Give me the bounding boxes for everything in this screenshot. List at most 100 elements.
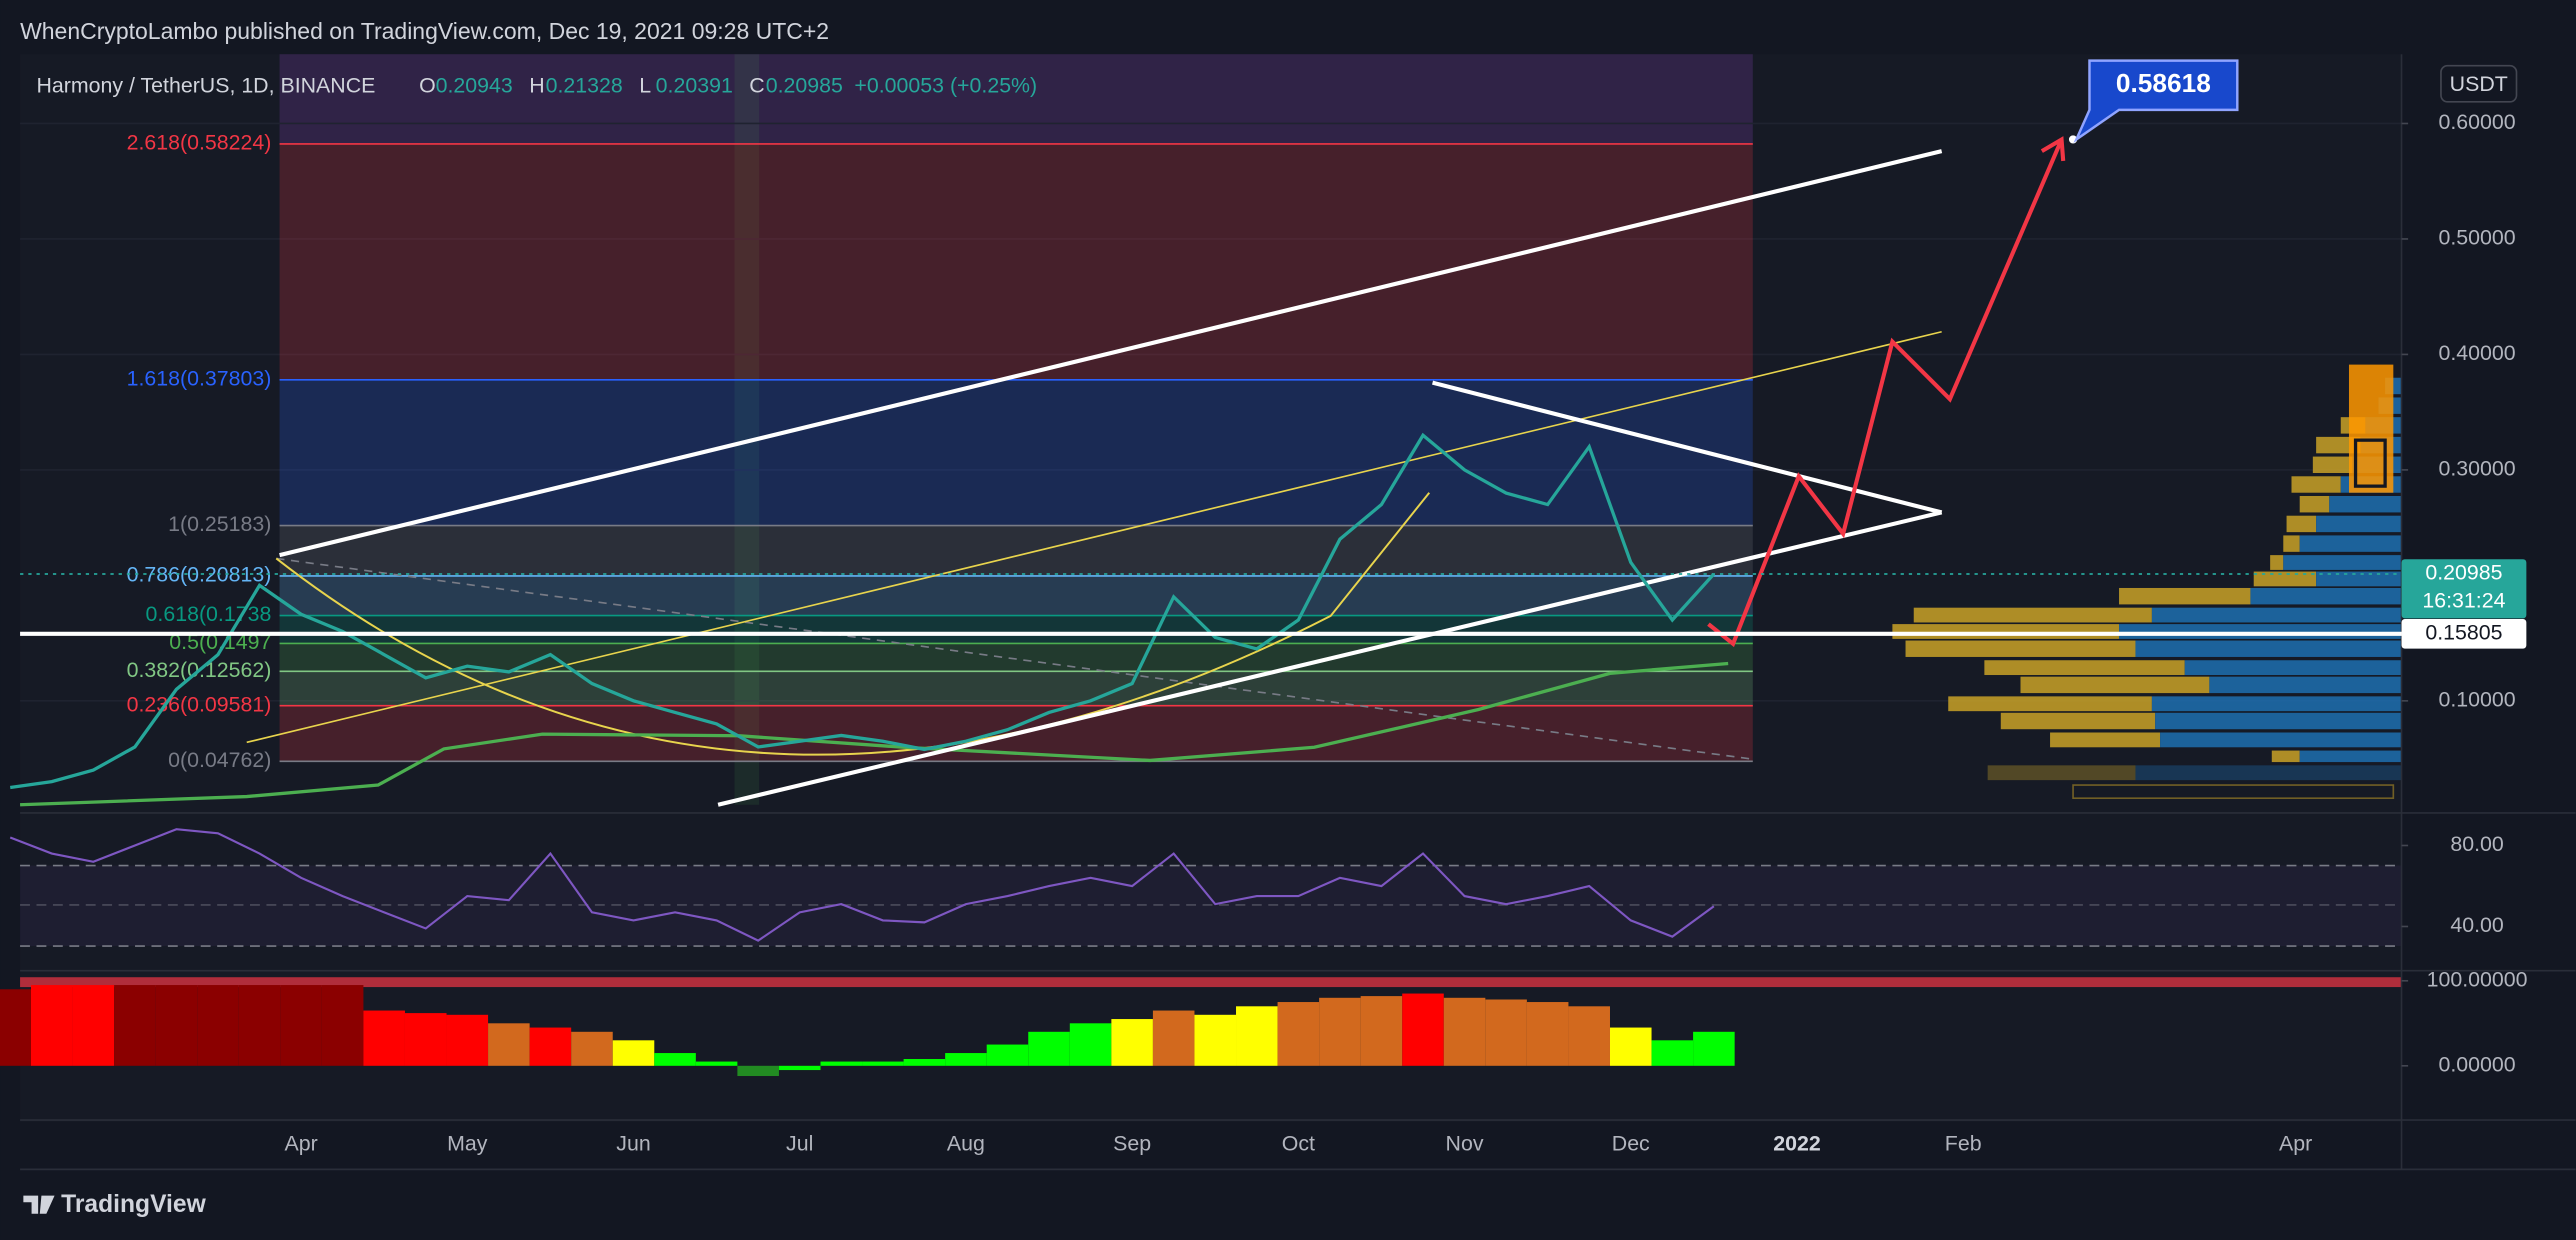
osc-bar bbox=[321, 985, 364, 1066]
osc-bar bbox=[778, 1065, 821, 1071]
fib-label: 0(0.04762) bbox=[168, 748, 271, 772]
price-label: 0.20985 bbox=[2425, 561, 2502, 585]
ohlc-value: 0.20391 bbox=[656, 74, 733, 98]
poc-inner bbox=[2353, 438, 2387, 488]
osc-bar bbox=[446, 1014, 489, 1066]
y-tick-label: 0.00000 bbox=[2439, 1052, 2516, 1076]
fib-zone bbox=[279, 671, 1753, 706]
projection-path bbox=[1707, 138, 2064, 648]
osc-bar bbox=[945, 1053, 987, 1066]
osc-top-band bbox=[20, 977, 2402, 988]
osc-bar bbox=[1443, 997, 1486, 1066]
price-label-box bbox=[2401, 559, 2527, 619]
vp-bar bbox=[2329, 496, 2402, 513]
price-label: 0.15805 bbox=[2425, 620, 2502, 644]
osc-bar bbox=[1152, 1010, 1195, 1066]
fib-label: 1.618(0.37803) bbox=[127, 366, 272, 390]
vp-bar bbox=[2184, 660, 2402, 676]
osc-bar bbox=[1069, 1023, 1112, 1066]
osc-bar bbox=[862, 1061, 904, 1066]
osc-bar bbox=[1568, 1006, 1610, 1066]
osc-bar bbox=[820, 1061, 863, 1066]
publisher-line: WhenCryptoLambo published on TradingView… bbox=[20, 18, 829, 44]
x-tick-label: Oct bbox=[1282, 1131, 1315, 1155]
ohlc-key: L bbox=[639, 74, 651, 98]
fib-top-zone bbox=[279, 54, 1753, 145]
osc-bar bbox=[1319, 997, 1361, 1066]
vp-bar bbox=[1913, 607, 2152, 623]
osc-bar bbox=[114, 985, 156, 1066]
y-tick-label: 0.50000 bbox=[2439, 226, 2516, 250]
vp-bar bbox=[2151, 696, 2402, 712]
osc-bar bbox=[238, 985, 281, 1066]
symbol-title: Harmony / TetherUS, 1D, BINANCE bbox=[37, 74, 376, 98]
y-tick-label: 80.00 bbox=[2450, 832, 2504, 856]
price-line bbox=[9, 432, 1716, 790]
vp-bar bbox=[2250, 587, 2402, 605]
vp-bar bbox=[2160, 732, 2402, 748]
osc-bar bbox=[1277, 1002, 1320, 1066]
x-tick-label: Aug bbox=[947, 1131, 985, 1155]
ohlc-key: O bbox=[419, 74, 436, 98]
fib-zone bbox=[279, 525, 1753, 576]
osc-bar bbox=[1485, 999, 1527, 1066]
dashed-trend bbox=[276, 557, 1750, 760]
osc-bar bbox=[654, 1053, 696, 1066]
osc-bar bbox=[612, 1040, 655, 1066]
vp-bar bbox=[2270, 555, 2284, 570]
osc-bar bbox=[1236, 1006, 1278, 1066]
fib-zone bbox=[279, 575, 1753, 616]
osc-bar bbox=[1526, 1002, 1569, 1066]
fib-zone bbox=[279, 143, 1753, 380]
vp-bar bbox=[1892, 624, 2120, 639]
vp-bar bbox=[2316, 571, 2402, 587]
osc-bar bbox=[903, 1059, 946, 1066]
price-line bbox=[9, 828, 1715, 942]
osc-bar bbox=[488, 1023, 530, 1066]
target-callout bbox=[2073, 59, 2239, 143]
osc-bar bbox=[695, 1061, 738, 1066]
vp-bar bbox=[2020, 676, 2210, 694]
yellow-trendline bbox=[246, 330, 1942, 744]
x-tick-label: Apr bbox=[284, 1131, 317, 1155]
vp-bar bbox=[2135, 765, 2402, 781]
vp-bar bbox=[2299, 750, 2402, 763]
price-label-box bbox=[2401, 619, 2527, 649]
vp-bar bbox=[2209, 676, 2402, 694]
logo-mark bbox=[23, 1195, 55, 1214]
y-tick-label: 0.30000 bbox=[2439, 457, 2516, 481]
fib-zone bbox=[279, 379, 1753, 526]
osc-bar bbox=[737, 1065, 779, 1077]
cup-curve bbox=[275, 492, 1431, 756]
osc-bar bbox=[1402, 993, 1444, 1066]
x-tick-label: Apr bbox=[2279, 1131, 2312, 1155]
projection-arrow bbox=[2040, 136, 2066, 162]
y-tick-label: 0.40000 bbox=[2439, 341, 2516, 365]
x-tick-label: May bbox=[447, 1131, 488, 1155]
x-tick-label: Jul bbox=[786, 1131, 813, 1155]
ohlc-key: H bbox=[529, 74, 544, 98]
osc-bar bbox=[571, 1031, 613, 1066]
vp-bar bbox=[2283, 555, 2402, 570]
osc-bar bbox=[1111, 1019, 1153, 1066]
vp-bar bbox=[2283, 535, 2300, 552]
osc-bar bbox=[72, 985, 115, 1066]
x-tick-label: Feb bbox=[1945, 1131, 1982, 1155]
ohlc-key: C bbox=[749, 74, 764, 98]
price-change: +0.00053 (+0.25%) bbox=[854, 74, 1037, 98]
vp-bar bbox=[1987, 765, 2136, 781]
osc-bar bbox=[529, 1027, 572, 1066]
vp-bar bbox=[2271, 750, 2300, 763]
osc-bar bbox=[1609, 1027, 1652, 1066]
y-tick-label: 0.10000 bbox=[2439, 687, 2516, 711]
osc-bar bbox=[363, 1010, 405, 1066]
y-tick-label: 0.60000 bbox=[2439, 110, 2516, 134]
x-tick-label: 2022 bbox=[1773, 1131, 1821, 1155]
fib-group bbox=[20, 122, 2402, 763]
channel-top bbox=[279, 149, 1943, 558]
vp-bar bbox=[2155, 712, 2402, 730]
osc-bar bbox=[986, 1044, 1029, 1066]
volume-profile bbox=[1892, 377, 2402, 800]
